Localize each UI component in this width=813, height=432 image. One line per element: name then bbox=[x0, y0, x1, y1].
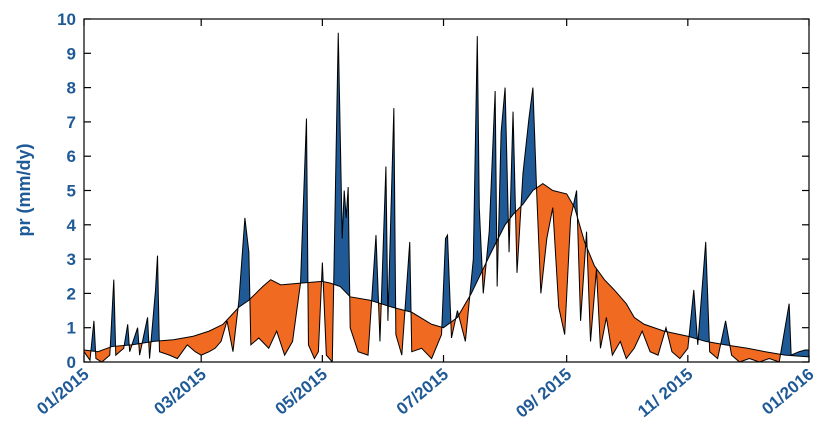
x-tick-label: 11/ 2015 bbox=[634, 365, 696, 421]
y-tick-label: 2 bbox=[67, 284, 76, 303]
y-tick-label: 1 bbox=[67, 319, 76, 338]
x-tick-label: 01/2016 bbox=[758, 365, 813, 419]
x-tick-label: 01/2015 bbox=[33, 365, 92, 419]
y-tick-label: 4 bbox=[67, 216, 77, 235]
daily-line bbox=[84, 32, 809, 362]
y-tick-label: 5 bbox=[67, 182, 76, 201]
x-tick-label: 03/2015 bbox=[150, 365, 209, 419]
y-tick-label: 7 bbox=[67, 113, 76, 132]
y-tick-label: 10 bbox=[57, 10, 76, 29]
y-tick-label: 0 bbox=[67, 353, 76, 372]
x-axis: 01/2015 03/2015 05/2015 07/2015 09/ 2015 11/ … bbox=[33, 19, 813, 422]
y-axis-label: pr (mm/dy) bbox=[14, 143, 34, 236]
y-tick-label: 8 bbox=[67, 79, 76, 98]
y-tick-label: 3 bbox=[67, 250, 76, 269]
plot-area bbox=[84, 32, 809, 362]
x-tick-label: 07/2015 bbox=[393, 365, 452, 419]
climatology-line bbox=[84, 183, 809, 358]
y-tick-label: 9 bbox=[67, 44, 76, 63]
x-tick-label: 09/ 2015 bbox=[512, 365, 575, 422]
below-climatology-fill bbox=[84, 183, 782, 362]
x-tick-label: 05/2015 bbox=[272, 365, 331, 419]
y-tick-label: 6 bbox=[67, 147, 76, 166]
y-axis: 0 1 2 3 4 5 6 7 8 9 10 bbox=[57, 10, 809, 372]
